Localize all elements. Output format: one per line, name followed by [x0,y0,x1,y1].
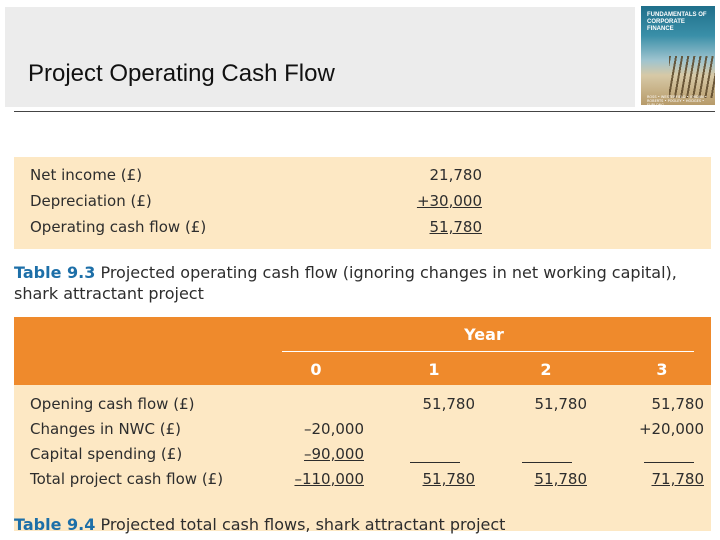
header-divider [282,351,694,352]
cell-year-1: 51,780 [422,470,476,488]
caption-number: Table 9.3 [14,263,96,282]
cell-year-2: 51,780 [534,470,588,488]
book-cover-authors: ROSS • WESTERFIELD • JORDAN • ROBERTS • … [647,95,707,105]
cell-year-2: 51,780 [534,395,588,413]
sum-rule [522,462,572,463]
row-value: 21,780 [429,166,483,184]
cell-year-0: –90,000 [304,445,364,463]
row-label: Opening cash flow (£) [30,395,195,413]
row-label: Total project cash flow (£) [30,470,224,488]
book-cover-title: FUNDAMENTALS OF CORPORATE FINANCE [647,12,707,32]
table-row-total: Total project cash flow (£) –110,000 51,… [30,470,711,492]
row-label: Operating cash flow (£) [30,218,207,236]
table-9-3-caption: Table 9.3 Projected operating cash flow … [14,262,704,304]
caption-number: Table 9.4 [14,515,96,534]
column-header: 2 [540,360,552,379]
row-label: Depreciation (£) [30,192,152,210]
cell-year-0: –110,000 [294,470,364,488]
cell-year-3: 71,780 [651,470,705,488]
table-row: Changes in NWC (£) –20,000 +20,000 [30,420,711,442]
table-header: Year 0 1 2 3 [14,317,711,385]
row-value: +30,000 [416,192,482,210]
cell-year-3: +20,000 [638,420,704,438]
fence-illustration [669,56,715,98]
column-header: 1 [428,360,440,379]
sum-rule [410,462,460,463]
title-divider [14,111,715,112]
column-header: 3 [656,360,668,379]
slide-title: Project Operating Cash Flow [28,60,335,87]
table-row: Opening cash flow (£) 51,780 51,780 51,7… [30,395,711,417]
slide-header-band [5,7,635,107]
sum-rule [644,462,694,463]
caption-text: Projected operating cash flow (ignoring … [14,263,677,303]
row-value: 51,780 [429,218,483,236]
table-9-4: Year 0 1 2 3 Opening cash flow (£) 51,78… [14,317,711,534]
cell-year-3: 51,780 [651,395,705,413]
cell-year-1: 51,780 [422,395,476,413]
caption-text: Projected total cash flows, shark attrac… [100,515,506,534]
cell-year-0: –20,000 [304,420,364,438]
table-row: Net income (£) 21,780 [30,166,510,188]
year-header: Year [464,325,504,344]
table-row: Capital spending (£) –90,000 [30,445,711,467]
table-9-4-caption: Table 9.4 Projected total cash flows, sh… [14,514,704,535]
row-label: Capital spending (£) [30,445,183,463]
book-cover-image: FUNDAMENTALS OF CORPORATE FINANCE ROSS •… [641,6,715,105]
row-label: Changes in NWC (£) [30,420,181,438]
table-row: Depreciation (£) +30,000 [30,192,510,214]
row-label: Net income (£) [30,166,143,184]
table-9-3: Net income (£) 21,780 Depreciation (£) +… [14,157,711,249]
table-row: Operating cash flow (£) 51,780 [30,218,510,240]
column-header: 0 [310,360,322,379]
